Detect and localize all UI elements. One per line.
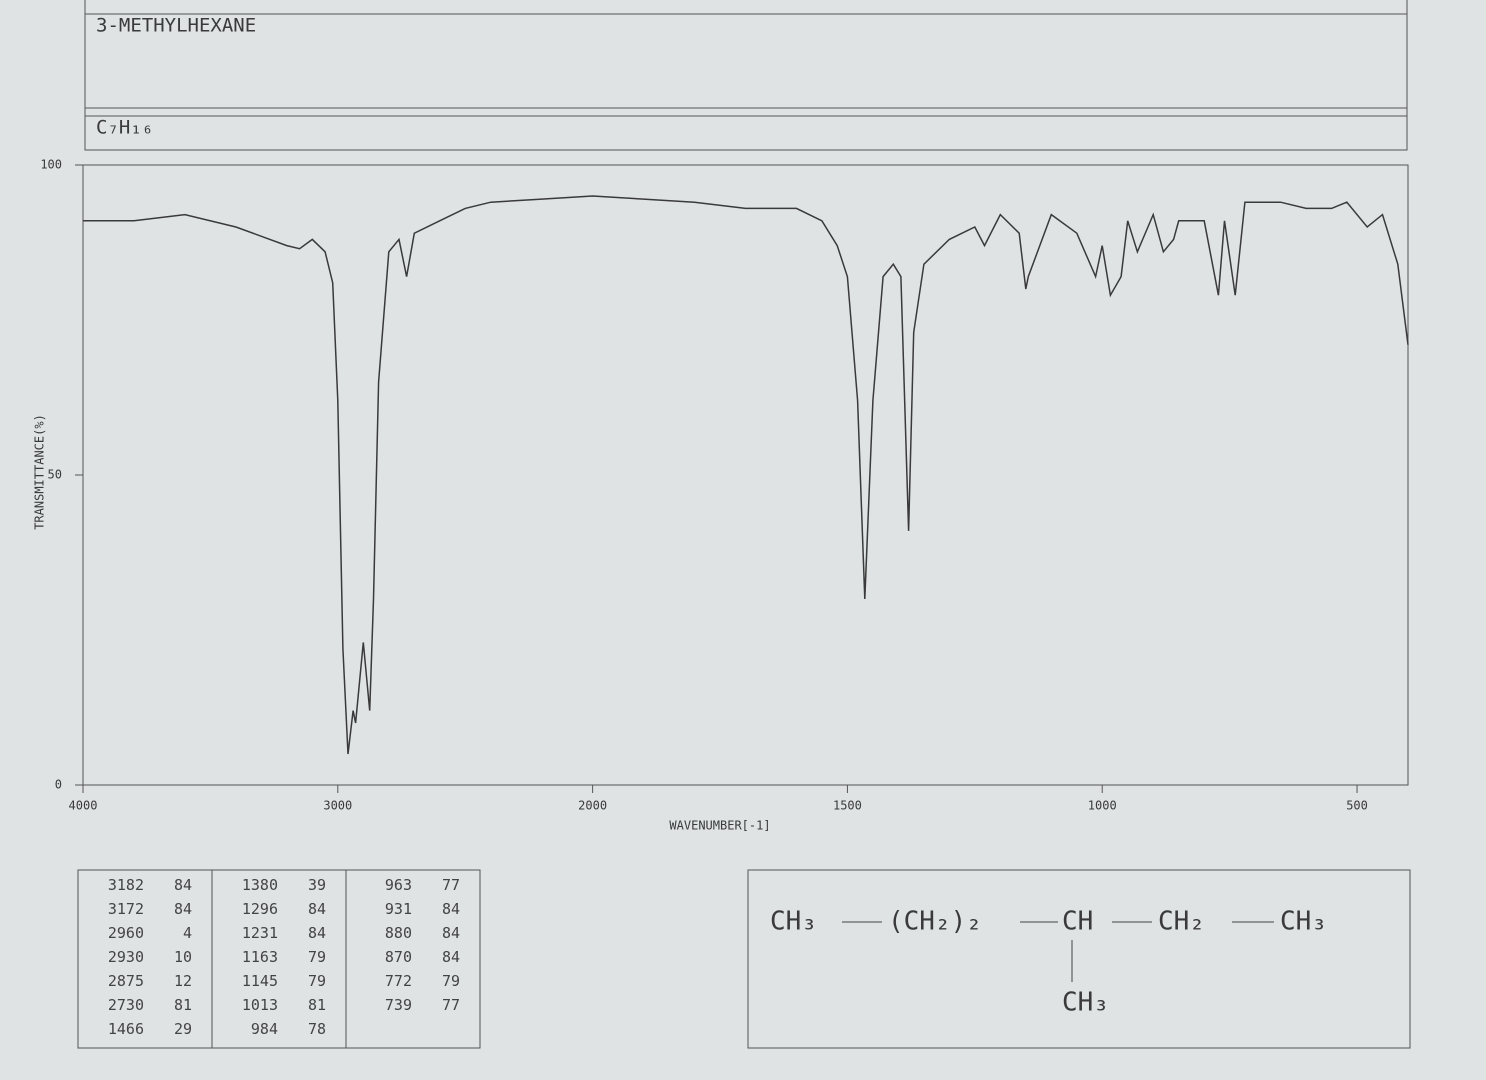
transmittance-cell: 79	[307, 972, 326, 990]
transmittance-cell: 77	[441, 996, 460, 1014]
wavenumber-cell: 984	[250, 1020, 278, 1038]
structure: CH₃ (CH₂)₂ CH CH₂ CH₃ CH₃	[770, 907, 1327, 1018]
wavenumber-cell: 2960	[107, 924, 144, 942]
header-box	[84, 0, 1408, 117]
transmittance-cell: 84	[307, 924, 326, 942]
structure-box	[747, 869, 1411, 1049]
wavenumber-cell: 963	[384, 876, 412, 894]
wavenumber-cell: 1163	[241, 948, 278, 966]
transmittance-cell: 81	[173, 996, 192, 1014]
y-axis-label: TRANSMITTANCE(%)	[33, 414, 47, 530]
group: CH₃	[1280, 907, 1327, 937]
x-tick-label: 1500	[833, 799, 862, 813]
x-tick-label: 3000	[323, 799, 352, 813]
formula-box	[84, 107, 1408, 151]
wavenumber-cell: 880	[384, 924, 412, 942]
transmittance-cell: 79	[441, 972, 460, 990]
transmittance-cell: 29	[173, 1020, 192, 1038]
transmittance-cell: 84	[441, 948, 460, 966]
wavenumber-cell: 1466	[107, 1020, 144, 1038]
wavenumber-cell: 2730	[107, 996, 144, 1014]
compound-formula: C₇H₁₆	[96, 117, 153, 139]
transmittance-cell: 84	[307, 900, 326, 918]
peak-table-box	[77, 869, 481, 1049]
wavenumber-cell: 2875	[107, 972, 144, 990]
x-axis-label: WAVENUMBER[-1]	[669, 819, 770, 833]
wavenumber-cell: 772	[384, 972, 412, 990]
transmittance-cell: 78	[307, 1020, 326, 1038]
group: CH₂	[1158, 907, 1205, 937]
x-tick-label: 500	[1346, 799, 1368, 813]
transmittance-cell: 12	[173, 972, 192, 990]
wavenumber-cell: 3182	[107, 876, 144, 894]
wavenumber-cell: 1296	[241, 900, 278, 918]
transmittance-cell: 4	[182, 924, 192, 942]
wavenumber-cell: 870	[384, 948, 412, 966]
transmittance-cell: 77	[441, 876, 460, 894]
wavenumber-cell: 1145	[241, 972, 278, 990]
wavenumber-cell: 1231	[241, 924, 278, 942]
y-tick-label: 100	[40, 158, 62, 172]
transmittance-cell: 81	[307, 996, 326, 1014]
group: CH₃	[770, 907, 817, 937]
transmittance-cell: 84	[441, 924, 460, 942]
compound-name: 3-METHYLHEXANE	[96, 15, 256, 37]
y-tick-label: 50	[48, 468, 62, 482]
group: CH₃	[1062, 988, 1109, 1018]
transmittance-cell: 84	[441, 900, 460, 918]
transmittance-cell: 39	[307, 876, 326, 894]
y-tick-label: 0	[55, 778, 62, 792]
transmittance-cell: 84	[173, 876, 192, 894]
transmittance-cell: 79	[307, 948, 326, 966]
wavenumber-cell: 739	[384, 996, 412, 1014]
wavenumber-cell: 3172	[107, 900, 144, 918]
x-tick-label: 2000	[578, 799, 607, 813]
group: (CH₂)₂	[888, 907, 982, 937]
plot-frame	[82, 164, 1409, 786]
spectrum-line	[83, 195, 1409, 755]
x-tick-label: 1000	[1088, 799, 1117, 813]
wavenumber-cell: 1380	[241, 876, 278, 894]
x-tick-label: 4000	[69, 799, 98, 813]
wavenumber-cell: 2930	[107, 948, 144, 966]
wavenumber-cell: 931	[384, 900, 412, 918]
transmittance-cell: 84	[173, 900, 192, 918]
group: CH	[1062, 907, 1093, 937]
wavenumber-cell: 1013	[241, 996, 278, 1014]
transmittance-cell: 10	[173, 948, 192, 966]
